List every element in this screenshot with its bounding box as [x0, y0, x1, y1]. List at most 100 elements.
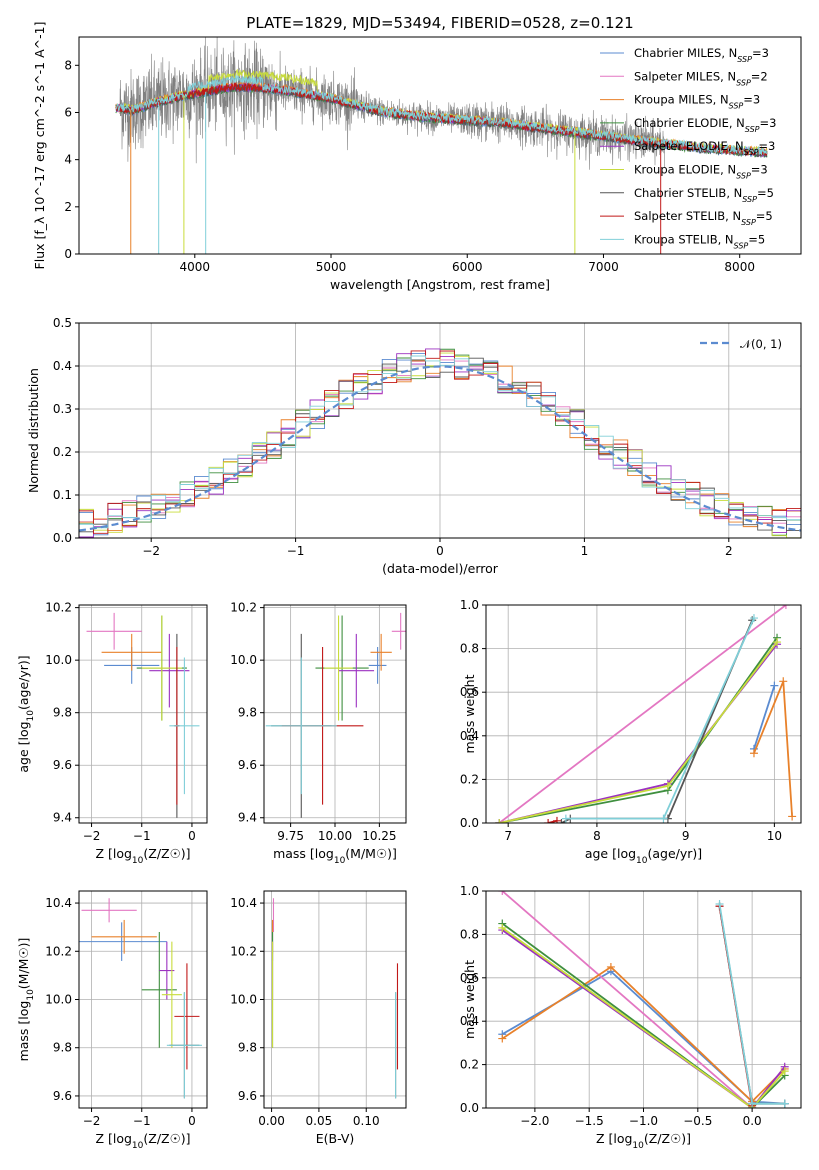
tick-label-x: 0.10 [353, 1114, 380, 1128]
axis-label-y: Normed distribution [26, 368, 41, 493]
tick-label-x: 2 [725, 544, 733, 558]
errorbar-point [166, 992, 202, 1099]
tick-label-x: 0.00 [258, 1114, 285, 1128]
panel-EBV_vs_mass: 0.00 0.05 0.10 9.6 9.8 10.0 10.2 10.4 E(B-V) [230, 890, 407, 1146]
plot-area [498, 891, 789, 1108]
errorbar-point [324, 615, 353, 721]
tick-label-x: 4000 [180, 260, 211, 274]
series-marker [498, 891, 507, 895]
tick-label-x: 0 [188, 829, 196, 843]
tick-label-y: 0.3 [53, 402, 72, 416]
series-marker [788, 812, 797, 821]
axes-frame [78, 36, 802, 255]
axis-label-x: (data-model)/error [382, 561, 499, 576]
tick-label-y: 0.2 [460, 772, 479, 786]
legend-label: Kroupa STELIB, NSSP=5 [634, 232, 765, 250]
axis-label-x: wavelength [Angstrom, rest frame] [330, 277, 550, 292]
legend-label: Kroupa ELODIE, NSSP=3 [634, 163, 768, 181]
axes-frame [78, 890, 208, 1109]
tick-label-x: 9 [682, 829, 690, 843]
tick-label-y: 8 [64, 58, 72, 72]
series-marker [498, 1034, 507, 1043]
tick-label-y: 0.5 [53, 316, 72, 330]
errorbar-point [265, 657, 337, 795]
series-line-miles_kroupa [501, 965, 786, 1103]
legend: Chabrier MILES, NSSP=3 Salpeter MILES, NS… [600, 46, 776, 250]
legend-label: Salpeter STELIB, NSSP=5 [634, 209, 773, 227]
tick-label-y: 9.8 [238, 706, 257, 720]
axis-label-x: Z [log10(Z/Z☉)] [95, 1131, 190, 1151]
tick-label-y: 0.4 [460, 729, 479, 743]
errorbar-point [141, 931, 177, 1048]
errorbar-point [149, 633, 190, 708]
axis-label-y: mass weight [462, 960, 477, 1039]
series-marker [561, 814, 570, 823]
legend-label: 𝒩(0, 1) [740, 337, 782, 351]
series-marker [773, 638, 782, 647]
errorbar-point [370, 633, 392, 671]
tick-label-y: 1.0 [460, 598, 479, 612]
tick-label-x: 10.25 [362, 829, 396, 843]
series-marker [781, 605, 790, 609]
axes-frame [485, 604, 802, 824]
tick-label-x: −2 [83, 829, 101, 843]
axis-label-x: Z [log10(Z/Z☉)] [95, 846, 190, 866]
axes-frame [78, 604, 208, 824]
tick-label-y: 0.0 [460, 1101, 479, 1115]
series-marker [659, 814, 668, 823]
gaussian-curve [79, 365, 801, 532]
errorbar-point [174, 963, 200, 1070]
tick-label-y: 9.8 [53, 706, 72, 720]
legend: 𝒩(0, 1) [700, 337, 782, 351]
histogram-stelib_chabrier [79, 357, 801, 533]
series-marker [779, 677, 788, 686]
tick-label-x: 1 [581, 544, 589, 558]
tick-label-y: 1.0 [460, 884, 479, 898]
tick-label-y: 0.0 [460, 816, 479, 830]
tick-label-x: −1.5 [575, 1114, 604, 1128]
tick-label-y: 0.8 [460, 642, 479, 656]
tick-label-y: 10.0 [45, 993, 72, 1007]
tick-label-y: 9.8 [53, 1041, 72, 1055]
tick-label-x: 8000 [724, 260, 755, 274]
tick-label-y: 10.0 [45, 653, 72, 667]
errorbar-point [141, 615, 182, 721]
tick-label-x: 10 [767, 829, 782, 843]
panel-mass_vs_age: 9.75 10.00 10.25 9.4 9.6 9.8 10.0 10.2 mass [log… [230, 601, 407, 866]
series-marker [748, 1099, 757, 1108]
series-marker [557, 819, 566, 823]
series-marker [715, 900, 724, 909]
panel-Z_vs_mass: −2 −1 0 9.6 9.8 10.0 10.2 10.4 Z [log10(Z/Z☉)] ma… [16, 890, 208, 1151]
tick-label-y: 9.6 [53, 758, 72, 772]
tick-label-y: 10.2 [45, 601, 72, 615]
plot-area [79, 348, 801, 538]
tick-label-y: 10.4 [230, 896, 257, 910]
series-marker [749, 749, 758, 758]
series-marker [552, 816, 561, 823]
series-line-miles_kroupa [753, 680, 793, 817]
panel-age_vs_weight: 7 8 9 10 0.0 0.2 0.4 0.6 0.8 1.0 age [log10(age/yr… [460, 598, 802, 866]
tick-label-y: 10.2 [230, 944, 257, 958]
tick-label-y: 9.8 [238, 1041, 257, 1055]
series-marker [780, 1067, 789, 1076]
legend-label: Kroupa MILES, NSSP=3 [634, 93, 760, 111]
tick-label-y: 2 [64, 200, 72, 214]
tick-label-y: 9.6 [238, 1089, 257, 1103]
errorbar-point [391, 612, 406, 650]
tick-label-x: −2 [83, 1114, 101, 1128]
series-line-elodie_chabrier [499, 637, 778, 823]
legend-label: Chabrier ELODIE, NSSP=3 [634, 116, 776, 133]
tick-label-x: 0 [188, 1114, 196, 1128]
panel-Z_vs_weight: −2.0 −1.5 −1.0 −0.5 0.0 0.0 0.2 0.4 0.6 0.8 1.0 Z [… [460, 884, 802, 1151]
plot-area [265, 612, 406, 818]
tick-label-y: 0.4 [53, 359, 72, 373]
observed-spectrum [119, 37, 665, 170]
panel-spectrum: 4000 5000 6000 7000 8000 0 2 4 6 8 wavelength [Ang… [32, 22, 802, 292]
tick-label-y: 9.6 [53, 1089, 72, 1103]
series-marker [663, 781, 672, 790]
series-line-miles_salpeter [501, 891, 753, 1108]
tick-label-y: 0.2 [53, 445, 72, 459]
axis-label-x: Z [log10(Z/Z☉)] [596, 1131, 691, 1151]
tick-label-x: 0 [436, 544, 444, 558]
